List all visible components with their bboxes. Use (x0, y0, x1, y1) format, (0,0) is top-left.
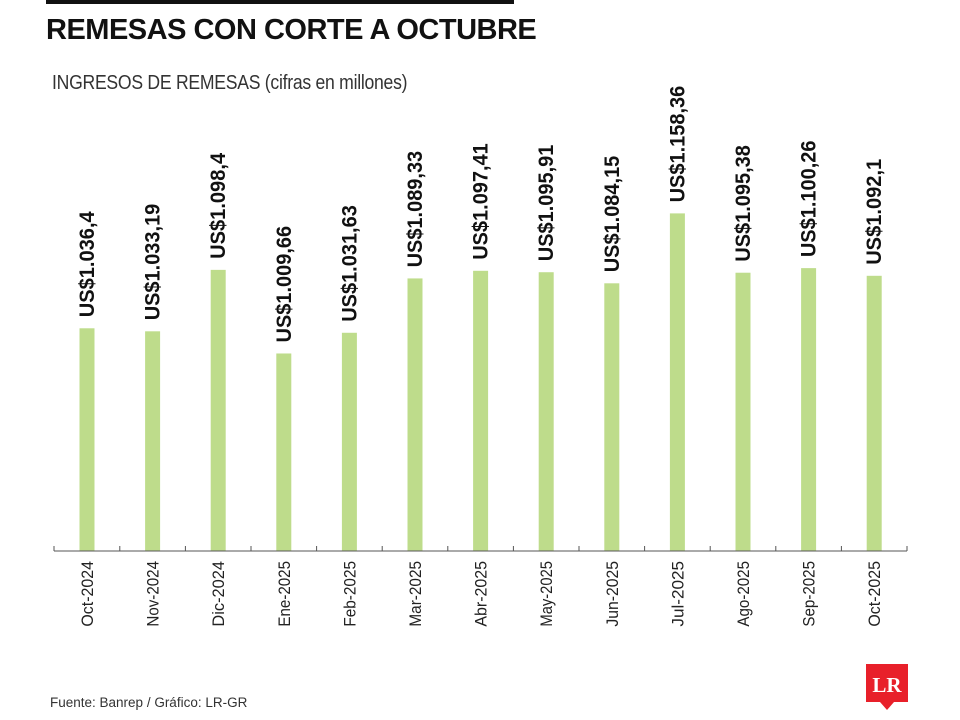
bar-oct-2024 (79, 328, 95, 551)
value-labels-group: US$1.036,4 US$1.033,19 US$1.098,4 US$1.009,… (76, 86, 886, 343)
bar-chart: US$1.036,4 US$1.033,19 US$1.098,4 US$1.009,… (53, 86, 908, 627)
bar-jul-2025 (669, 213, 685, 552)
category-label: May-2025 (537, 561, 556, 627)
bar-feb-2025 (341, 332, 357, 551)
value-label: US$1.033,19 (142, 204, 165, 321)
lr-logo: LR (866, 664, 908, 710)
category-label: Jun-2025 (603, 561, 622, 627)
value-label: US$1.009,66 (273, 226, 296, 343)
bar-nov-2024 (145, 331, 161, 551)
bars-group (79, 213, 882, 552)
bar-may-2025 (538, 272, 554, 551)
category-label: Oct-2025 (865, 561, 884, 627)
value-label: US$1.098,4 (207, 153, 230, 259)
category-label: Sep-2025 (800, 561, 819, 627)
value-label: US$1.100,26 (798, 141, 821, 258)
category-label: Jul-2025 (668, 561, 687, 627)
value-label: US$1.031,63 (338, 205, 361, 322)
bar-mar-2025 (407, 278, 423, 551)
category-label: Abr-2025 (472, 561, 491, 627)
bar-jun-2025 (604, 283, 620, 551)
bar-abr-2025 (473, 270, 489, 551)
logo-text: LR (872, 673, 902, 697)
category-label: Ene-2025 (275, 561, 294, 627)
bar-sep-2025 (801, 268, 817, 551)
value-label: US$1.095,38 (732, 145, 755, 262)
x-axis (53, 546, 908, 552)
top-rule (46, 0, 514, 4)
category-label: Nov-2024 (144, 561, 163, 627)
bar-ene-2025 (276, 353, 292, 551)
bar-dic-2024 (210, 269, 226, 551)
bar-ago-2025 (735, 272, 751, 551)
value-label: US$1.036,4 (76, 211, 99, 317)
category-labels-group: Oct-2024 Nov-2024 Dic-2024 Ene-2025 Feb-2025… (78, 561, 884, 627)
value-label: US$1.097,41 (470, 143, 493, 260)
category-label: Ago-2025 (734, 561, 753, 627)
value-label: US$1.158,36 (666, 86, 689, 203)
category-label: Oct-2024 (78, 561, 97, 627)
chart-title: REMESAS CON CORTE A OCTUBRE (46, 14, 537, 46)
category-label: Dic-2024 (209, 561, 228, 627)
value-label: US$1.084,15 (601, 155, 624, 272)
value-label: US$1.092,1 (863, 159, 886, 265)
bar-oct-2025 (866, 275, 882, 551)
value-label: US$1.095,91 (535, 144, 558, 261)
source-note: Fuente: Banrep / Gráfico: LR-GR (50, 695, 248, 710)
value-label: US$1.089,33 (404, 151, 427, 268)
category-label: Mar-2025 (406, 561, 425, 627)
chart-subtitle: INGRESOS DE REMESAS (cifras en millones) (52, 72, 408, 94)
category-label: Feb-2025 (340, 561, 359, 627)
